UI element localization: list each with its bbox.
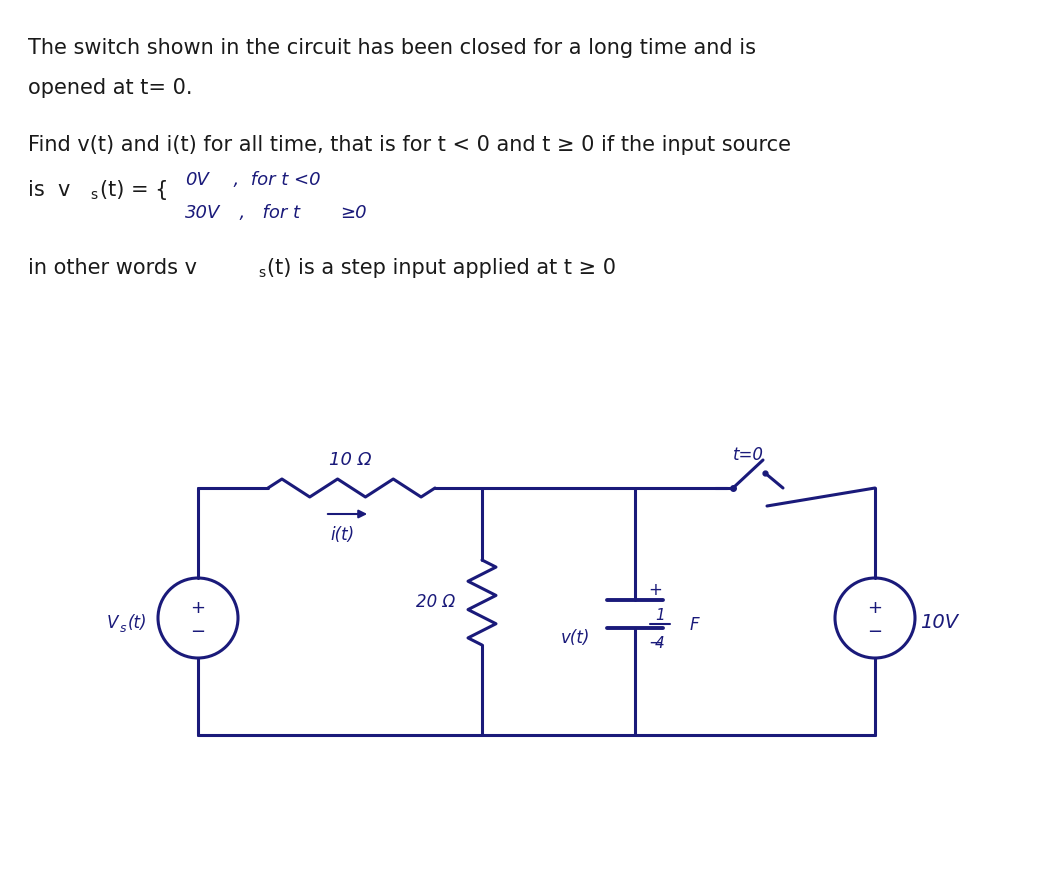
Text: 10 Ω: 10 Ω xyxy=(329,451,372,469)
Text: +: + xyxy=(190,599,206,617)
Text: +: + xyxy=(868,599,883,617)
Text: −: − xyxy=(648,634,662,652)
Text: −: − xyxy=(868,623,883,641)
Text: is  v: is v xyxy=(28,180,70,200)
Text: −: − xyxy=(190,623,206,641)
Text: 30V: 30V xyxy=(185,204,221,222)
Text: ≥0: ≥0 xyxy=(340,204,366,222)
Text: (t) is a step input applied at t ≥ 0: (t) is a step input applied at t ≥ 0 xyxy=(267,258,616,278)
Text: ,  for t <0: , for t <0 xyxy=(222,171,321,189)
Text: ,   for t: , for t xyxy=(228,204,299,222)
Text: 10V: 10V xyxy=(920,614,958,632)
Text: V: V xyxy=(106,614,118,632)
Text: t=0: t=0 xyxy=(733,446,764,464)
Text: opened at t= 0.: opened at t= 0. xyxy=(28,78,192,98)
Text: 0V: 0V xyxy=(185,171,209,189)
Text: i(t): i(t) xyxy=(330,526,354,544)
Text: F: F xyxy=(690,616,700,634)
Text: (t) = {: (t) = { xyxy=(100,180,169,200)
Text: s: s xyxy=(258,266,266,280)
Text: The switch shown in the circuit has been closed for a long time and is: The switch shown in the circuit has been… xyxy=(28,38,756,58)
Text: in other words v: in other words v xyxy=(28,258,196,278)
Text: s: s xyxy=(120,622,126,634)
Text: 20 Ω: 20 Ω xyxy=(415,593,455,611)
Text: v(t): v(t) xyxy=(561,629,590,647)
Text: s: s xyxy=(90,188,97,202)
Text: +: + xyxy=(648,581,662,599)
Text: 4: 4 xyxy=(655,635,665,650)
Text: Find v(t) and i(t) for all time, that is for t < 0 and t ≥ 0 if the input source: Find v(t) and i(t) for all time, that is… xyxy=(28,135,791,155)
Text: (t): (t) xyxy=(129,614,148,632)
Text: 1: 1 xyxy=(655,607,665,623)
